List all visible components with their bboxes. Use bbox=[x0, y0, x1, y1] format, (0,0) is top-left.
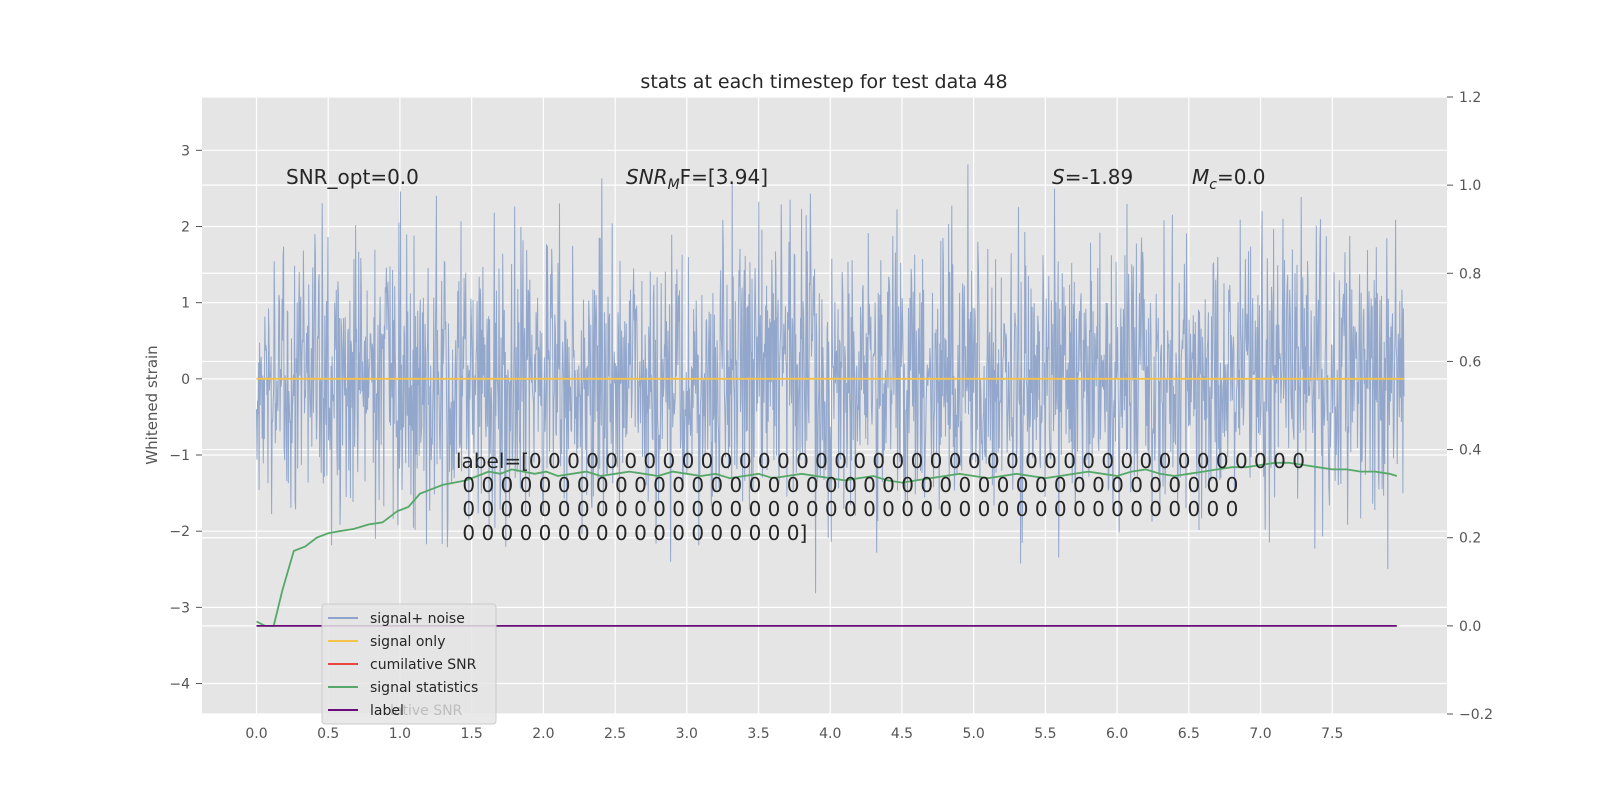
annotation-s-rest: =-1.89 bbox=[1065, 165, 1134, 189]
x-tick-label: 7.5 bbox=[1321, 726, 1343, 742]
annotation-label-line-1: label=[0 0 0 0 0 0 0 0 0 0 0 0 0 0 0 0 0… bbox=[456, 449, 1305, 473]
legend-label-signal-noise: signal+ noise bbox=[370, 611, 465, 627]
x-tick-label: 0.5 bbox=[317, 726, 339, 742]
y2-tick-label: 1.2 bbox=[1459, 90, 1481, 106]
y2-tick-label: 0.8 bbox=[1459, 266, 1481, 282]
chart-title: stats at each timestep for test data 48 bbox=[640, 71, 1007, 93]
y-axis-label: Whitened strain bbox=[143, 345, 161, 464]
annotation-label-line-4: 0 0 0 0 0 0 0 0 0 0 0 0 0 0 0 0 0 0] bbox=[456, 521, 807, 545]
x-tick-label: 2.0 bbox=[532, 726, 554, 742]
annotation-mc: Mc=0.0 bbox=[1192, 165, 1266, 193]
x-tick-label: 6.5 bbox=[1178, 726, 1200, 742]
y2-tick-label: 0.0 bbox=[1459, 619, 1481, 635]
legend-box bbox=[321, 603, 497, 725]
x-tick-label: 6.0 bbox=[1106, 726, 1128, 742]
x-tick-label: 3.5 bbox=[747, 726, 769, 742]
x-tick-label: 3.0 bbox=[676, 726, 698, 742]
annotation-label-line-2: 0 0 0 0 0 0 0 0 0 0 0 0 0 0 0 0 0 0 0 0 … bbox=[456, 473, 1238, 497]
y2-tick-label: 0.2 bbox=[1459, 531, 1481, 547]
y-tick-label: −3 bbox=[169, 600, 190, 616]
x-tick-label: 7.0 bbox=[1249, 726, 1271, 742]
annotation-mc-main: M bbox=[1192, 165, 1209, 189]
x-tick-label: 4.0 bbox=[819, 726, 841, 742]
annotation-label-line-3: 0 0 0 0 0 0 0 0 0 0 0 0 0 0 0 0 0 0 0 0 … bbox=[456, 497, 1238, 521]
annotation-snr-mf: SNRMF=[3.94] bbox=[626, 165, 768, 193]
y2-tick-label: −0.2 bbox=[1459, 707, 1493, 723]
annotation-snr-mf-sub: M bbox=[668, 177, 680, 193]
y-tick-label: 1 bbox=[181, 296, 190, 312]
y-tick-label: 2 bbox=[181, 219, 190, 235]
y-tick-label: −1 bbox=[169, 448, 190, 464]
x-tick-label: 5.5 bbox=[1034, 726, 1056, 742]
legend-label-cumilative-snr: cumilative SNR bbox=[370, 657, 477, 673]
annotation-s: S=-1.89 bbox=[1052, 165, 1133, 189]
y-tick-label: 0 bbox=[181, 372, 190, 388]
x-tick-label: 1.0 bbox=[389, 726, 411, 742]
annotation-snr-mf-rest: F=[3.94] bbox=[680, 165, 768, 189]
series-signal-noise bbox=[256, 164, 1405, 594]
y2-tick-label: 1.0 bbox=[1459, 178, 1481, 194]
y-tick-label: −4 bbox=[169, 677, 190, 693]
annotation-mc-sub: c bbox=[1209, 177, 1217, 193]
legend-ghost-text: lative SNR bbox=[390, 703, 463, 719]
x-tick-label: 4.5 bbox=[891, 726, 913, 742]
x-tick-label: 0.0 bbox=[245, 726, 267, 742]
x-tick-label: 1.5 bbox=[461, 726, 483, 742]
series-signal-statistics bbox=[256, 461, 1398, 627]
legend: signal+ noise signal only cumilative SNR… bbox=[321, 603, 497, 725]
x-tick-label: 2.5 bbox=[604, 726, 626, 742]
annotation-snr-mf-main: SNR bbox=[626, 165, 668, 189]
y-tick-label: −2 bbox=[169, 524, 190, 540]
legend-label-label: label bbox=[370, 703, 404, 719]
y2-tick-label: 0.4 bbox=[1459, 443, 1481, 459]
x-tick-label: 5.0 bbox=[963, 726, 985, 742]
legend-label-signal-only: signal only bbox=[370, 634, 445, 650]
y2-tick-label: 0.6 bbox=[1459, 354, 1481, 370]
y-tick-label: 3 bbox=[181, 143, 190, 159]
axes: 0.0 0.5 1.0 1.5 2.0 2.5 3.0 3.5 4.0 4.5 5.0 5.5 6.0 6… bbox=[169, 90, 1493, 742]
annotation-mc-rest: =0.0 bbox=[1217, 165, 1266, 189]
legend-label-signal-statistics: signal statistics bbox=[370, 680, 478, 696]
annotation-s-main: S bbox=[1052, 165, 1065, 189]
annotation-snr-opt: SNR_opt=0.0 bbox=[286, 165, 419, 189]
